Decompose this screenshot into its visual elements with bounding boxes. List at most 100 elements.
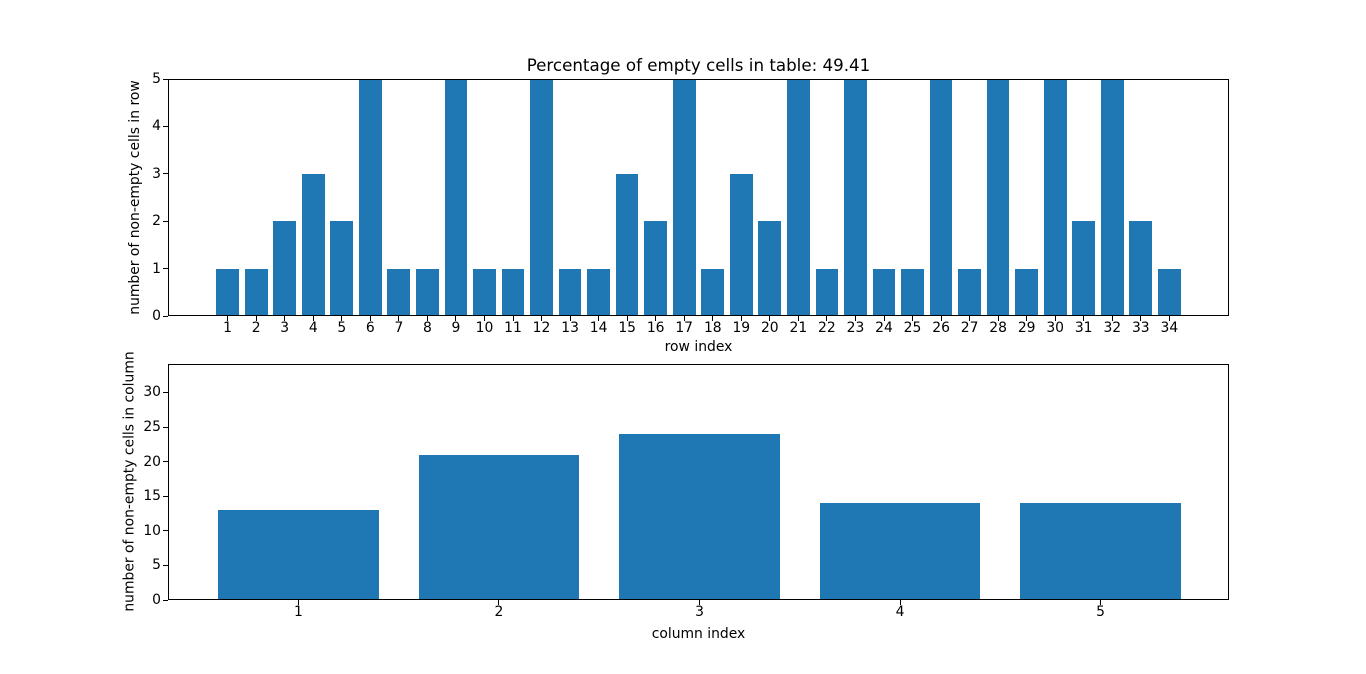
- x-tick: [398, 316, 400, 321]
- x-tick: [512, 316, 514, 321]
- y-tick: [163, 220, 168, 222]
- x-tick-label: 29: [1017, 320, 1036, 336]
- x-tick-label: 11: [504, 320, 522, 336]
- bar-rows-30: [1043, 79, 1067, 316]
- x-tick: [655, 316, 657, 321]
- x-tick-label: 5: [337, 320, 347, 336]
- x-tick: [1140, 316, 1142, 321]
- y-tick: [163, 268, 168, 270]
- x-tick-label: 12: [532, 320, 551, 336]
- bar-rows-23: [844, 79, 867, 316]
- x-tick: [227, 316, 229, 321]
- x-tick: [598, 316, 600, 321]
- x-tick: [284, 316, 286, 321]
- x-tick-label: 23: [846, 320, 865, 336]
- x-tick-label: 9: [451, 320, 461, 336]
- x-tick-label: 26: [932, 320, 950, 336]
- bar-rows-12: [530, 79, 553, 316]
- y-tick: [163, 125, 168, 127]
- bar-rows-33: [1129, 221, 1153, 316]
- x-tick-label: 14: [589, 320, 608, 336]
- row-chart-xlabel: row index: [664, 339, 733, 355]
- y-tick: [163, 564, 168, 566]
- bar-rows-9: [444, 79, 468, 316]
- x-tick-label: 1: [293, 604, 303, 620]
- x-tick: [699, 600, 700, 605]
- x-tick-label: 17: [675, 320, 694, 336]
- bar-rows-24: [872, 268, 896, 316]
- bar-rows-16: [644, 221, 668, 316]
- x-tick: [912, 316, 913, 321]
- bar-rows-28: [986, 79, 1010, 316]
- x-tick-label: 25: [903, 320, 922, 336]
- column-chart-plot-area: 1 2 3 4 5 0 5 10 15 20 25 30: [143, 364, 1229, 620]
- x-tick-label: 21: [789, 320, 808, 336]
- x-tick-label: 3: [280, 320, 290, 336]
- bar-rows-4: [301, 173, 325, 316]
- x-tick: [712, 316, 714, 321]
- x-tick: [426, 316, 428, 321]
- y-tick: [163, 495, 168, 497]
- x-tick-label: 31: [1074, 320, 1093, 336]
- x-tick: [899, 600, 901, 605]
- y-tick: [163, 426, 168, 428]
- x-tick: [769, 316, 771, 321]
- bar-rows-26: [929, 79, 953, 316]
- x-tick: [1054, 316, 1056, 321]
- x-tick-label: 4: [308, 320, 318, 336]
- x-tick: [1111, 316, 1113, 321]
- x-tick-label: 19: [732, 320, 751, 336]
- x-tick-label: 13: [561, 320, 579, 336]
- x-tick: [940, 316, 942, 321]
- bar-rows-3: [273, 221, 297, 316]
- x-tick-label: 10: [475, 320, 494, 336]
- x-tick-label: 22: [818, 320, 836, 336]
- bar-rows-1: [216, 268, 239, 316]
- x-tick-label: 7: [394, 320, 404, 336]
- bar-rows-22: [815, 268, 839, 316]
- bar-rows-14: [587, 268, 610, 316]
- row-chart-plot-area: 1 2 3 4 5 6 7 8 9 10 11 12 13 14 15 16 17 18 19 20 21 22 23 24 2…: [152, 71, 1229, 336]
- y-tick-label: 25: [143, 419, 161, 435]
- bar-columns-3: [619, 433, 780, 600]
- x-tick-label: 16: [646, 320, 665, 336]
- bar-rows-34: [1157, 268, 1181, 316]
- y-tick: [163, 391, 168, 393]
- x-tick-label: 15: [618, 320, 637, 336]
- y-tick-label: 10: [143, 522, 161, 539]
- y-tick-label: 5: [152, 557, 161, 574]
- x-tick-label: 28: [989, 320, 1007, 336]
- bar-rows-25: [901, 268, 924, 316]
- x-tick-label: 27: [960, 320, 979, 336]
- bar-rows-20: [758, 221, 782, 316]
- x-tick-label: 6: [365, 320, 375, 336]
- x-tick: [341, 316, 343, 321]
- y-tick-label: 30: [143, 384, 161, 401]
- x-tick: [1100, 600, 1102, 605]
- x-tick-label: 4: [895, 604, 905, 620]
- y-tick-label: 5: [152, 71, 161, 87]
- x-tick: [455, 316, 457, 321]
- bar-rows-18: [701, 268, 725, 316]
- x-tick-label: 30: [1046, 320, 1065, 336]
- y-tick: [163, 530, 168, 532]
- row-chart-ylabel: number of non-empty cells in row: [127, 80, 143, 315]
- x-tick: [997, 316, 999, 321]
- y-tick: [163, 461, 168, 463]
- bar-rows-21: [787, 79, 810, 316]
- bar-rows-8: [416, 268, 439, 316]
- bar-rows-6: [358, 79, 382, 316]
- x-tick-label: 1: [223, 320, 233, 336]
- x-tick-label: 5: [1096, 604, 1106, 620]
- bar-rows-17: [672, 79, 696, 316]
- y-tick-label: 3: [152, 165, 161, 182]
- bar-rows-27: [958, 268, 981, 316]
- x-tick: [297, 600, 299, 605]
- x-tick: [855, 316, 856, 321]
- x-tick-label: 20: [760, 320, 779, 336]
- bar-rows-2: [244, 268, 268, 316]
- chart-title: Percentage of empty cells in table: 49.4…: [526, 55, 871, 75]
- y-tick: [163, 599, 168, 601]
- x-tick: [498, 600, 500, 605]
- bar-rows-11: [501, 268, 525, 316]
